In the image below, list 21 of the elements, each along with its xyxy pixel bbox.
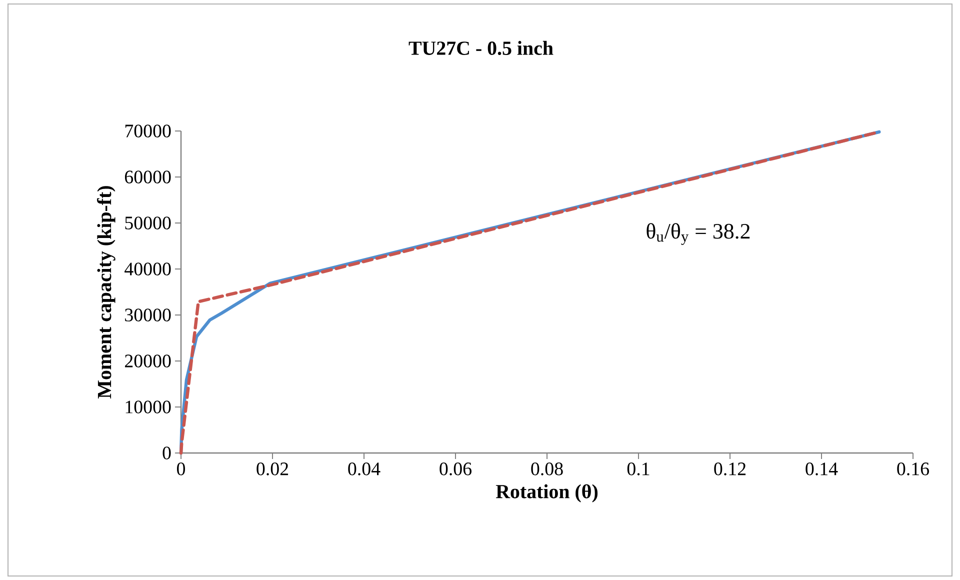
y-tick-label: 30000 bbox=[125, 308, 171, 322]
y-tick-label: 60000 bbox=[124, 170, 171, 184]
x-tick-label: 0.06 bbox=[440, 462, 472, 476]
y-tick-label: 10000 bbox=[126, 400, 171, 414]
y-tick-label: 50000 bbox=[125, 216, 171, 230]
annotation: θ$_{u}$/θ$_{y}$ = 38.2 bbox=[646, 223, 750, 245]
x-tick-label: 0.1 bbox=[627, 462, 650, 476]
x-tick-label: 0.04 bbox=[348, 462, 380, 476]
y-tick-label: 70000 bbox=[125, 124, 171, 138]
x-tick-label: 0 bbox=[176, 462, 186, 476]
y-tick-label: 0 bbox=[162, 446, 171, 460]
x-tick-label: 0.02 bbox=[256, 462, 288, 476]
y-axis-title: Moment capacity (kip-ft) bbox=[96, 186, 116, 398]
x-tick-label: 0.12 bbox=[714, 462, 746, 476]
chart-title: TU27C - 0.5 inch bbox=[408, 40, 554, 56]
x-tick-label: 0.08 bbox=[531, 462, 563, 476]
y-tick-label: 20000 bbox=[124, 354, 171, 368]
x-axis-title: Rotation (θ) bbox=[496, 484, 598, 502]
x-tick-label: 0.14 bbox=[806, 462, 838, 476]
y-tick-label: 40000 bbox=[124, 262, 171, 276]
x-tick-label: 0.16 bbox=[897, 462, 929, 476]
